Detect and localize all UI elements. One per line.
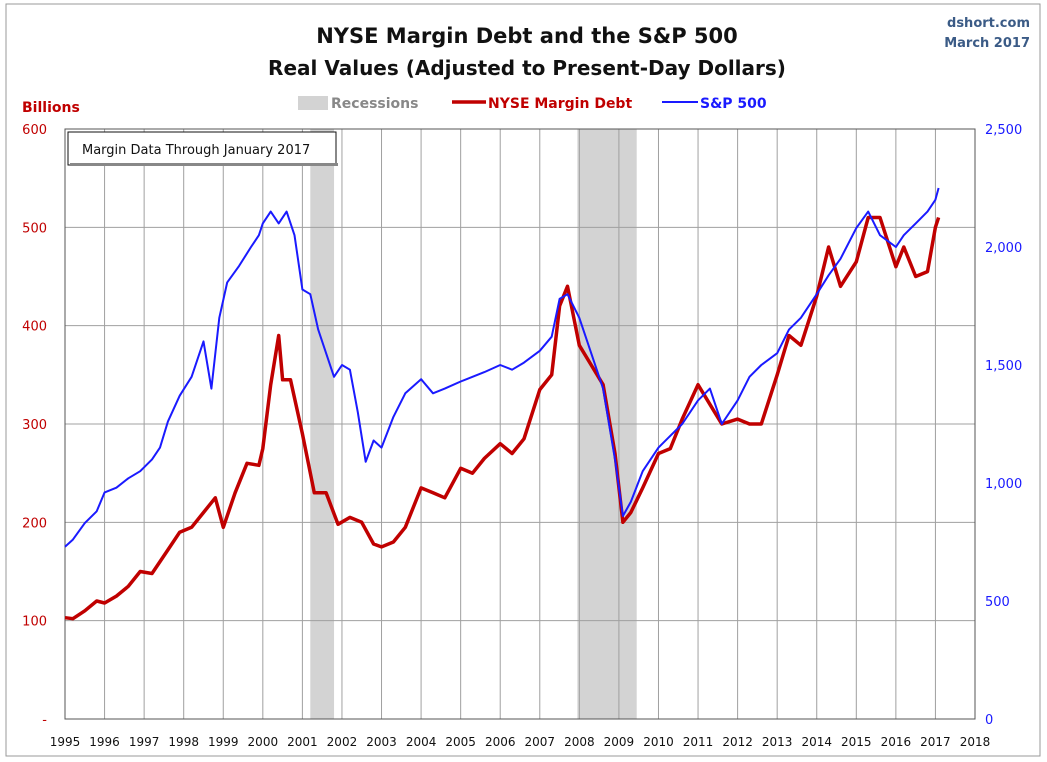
annotation-text: Margin Data Through January 2017 xyxy=(82,143,310,158)
chart-title: NYSE Margin Debt and the S&P 500 xyxy=(316,24,738,48)
x-tick-label-2002: 2002 xyxy=(327,735,358,749)
y-axis-label: Billions xyxy=(22,100,80,116)
legend-label-recessions: Recessions xyxy=(331,96,418,112)
x-tick-label-1997: 1997 xyxy=(129,735,160,749)
series-line-sp500 xyxy=(64,187,940,548)
x-tick-label-1999: 1999 xyxy=(208,735,239,749)
source-credit: dshort.com xyxy=(947,16,1030,31)
right-tick-label-2000: 2,000 xyxy=(985,241,1022,256)
x-tick-label-2018: 2018 xyxy=(960,735,991,749)
legend-label-sp500: S&P 500 xyxy=(700,96,767,112)
x-tick-label-2005: 2005 xyxy=(445,735,476,749)
x-tick-label-2012: 2012 xyxy=(722,735,753,749)
x-tick-label-2004: 2004 xyxy=(406,735,437,749)
left-tick-label-100: 100 xyxy=(22,615,47,630)
x-tick-label-2015: 2015 xyxy=(841,735,872,749)
x-axis-ticks: 1995 1996 1997 1998 1999 2000 2001 2002 2003 2004… xyxy=(50,735,991,749)
plot-area-border xyxy=(64,128,976,720)
chart-subtitle: Real Values (Adjusted to Present-Day Dol… xyxy=(268,56,786,80)
legend-swatch-recessions xyxy=(298,96,328,110)
chart-frame xyxy=(5,3,1041,757)
x-tick-label-1998: 1998 xyxy=(168,735,199,749)
grid xyxy=(65,129,975,719)
series-line-margin-debt xyxy=(64,215,941,621)
x-tick-label-2014: 2014 xyxy=(801,735,832,749)
x-tick-label-2009: 2009 xyxy=(604,735,635,749)
right-axis-ticks: 0 500 1,000 1,500 2,000 2,500 xyxy=(985,123,1022,728)
x-tick-label-2006: 2006 xyxy=(485,735,516,749)
x-tick-label-2000: 2000 xyxy=(248,735,279,749)
x-tick-label-2003: 2003 xyxy=(366,735,397,749)
right-tick-label-2500: 2,500 xyxy=(985,123,1022,138)
legend-label-margin: NYSE Margin Debt xyxy=(488,96,632,112)
left-tick-label-300: 300 xyxy=(22,418,47,433)
x-tick-label-2010: 2010 xyxy=(643,735,674,749)
x-tick-label-1995: 1995 xyxy=(50,735,81,749)
x-tick-label-2001: 2001 xyxy=(287,735,318,749)
annotation-shadow xyxy=(70,163,338,166)
left-tick-label-500: 500 xyxy=(22,221,47,236)
x-tick-label-2007: 2007 xyxy=(525,735,556,749)
x-tick-label-2016: 2016 xyxy=(881,735,912,749)
x-tick-label-2011: 2011 xyxy=(683,735,714,749)
right-tick-label-1500: 1,500 xyxy=(985,359,1022,374)
left-tick-label-200: 200 xyxy=(22,516,47,531)
series-lines xyxy=(64,187,941,621)
right-tick-label-1000: 1,000 xyxy=(985,477,1022,492)
left-tick-label-600: 600 xyxy=(22,123,47,138)
left-axis-ticks: - 100 200 300 400 500 600 xyxy=(22,123,47,728)
annotation-box xyxy=(67,131,337,166)
right-tick-label-0: 0 xyxy=(985,713,993,728)
x-tick-label-2008: 2008 xyxy=(564,735,595,749)
date-credit: March 2017 xyxy=(944,36,1030,51)
x-tick-label-2017: 2017 xyxy=(920,735,951,749)
right-tick-label-500: 500 xyxy=(985,595,1010,610)
left-tick-label-0: - xyxy=(42,713,47,728)
left-tick-label-400: 400 xyxy=(22,320,47,335)
x-tick-label-1996: 1996 xyxy=(89,735,120,749)
x-tick-label-2013: 2013 xyxy=(762,735,793,749)
